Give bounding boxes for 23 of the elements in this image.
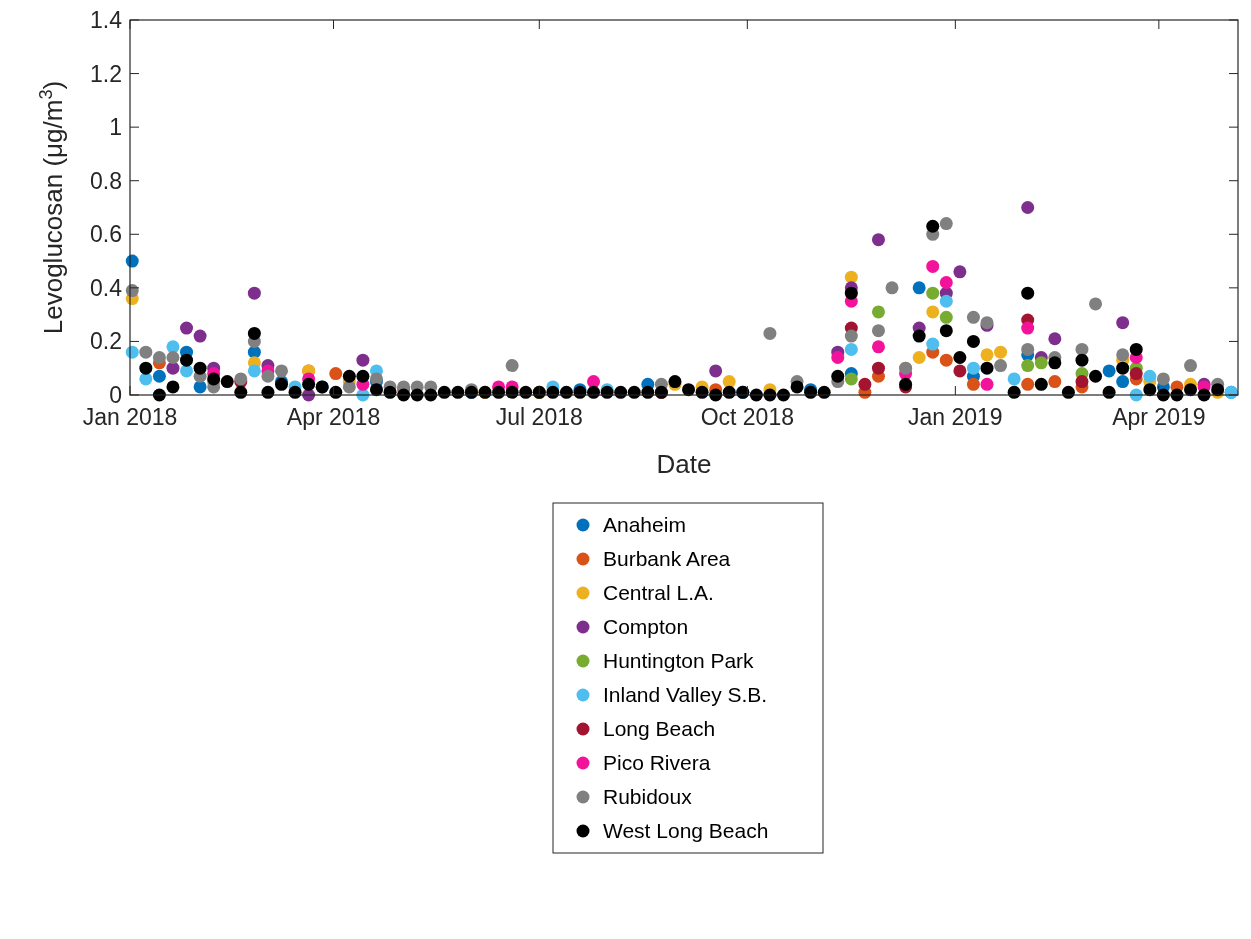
legend-label: Central L.A.: [603, 581, 714, 605]
legend-label: Compton: [603, 615, 689, 639]
x-tick-label: Jul 2018: [495, 404, 583, 430]
y-tick-label: 0.8: [90, 167, 122, 194]
y-tick-label: 0.2: [90, 328, 122, 355]
legend-label: Burbank Area: [603, 547, 731, 571]
y-tick-label: 1: [109, 114, 122, 141]
y-tick-label: 1.2: [90, 60, 122, 87]
y-tick-label: 0.6: [90, 221, 122, 248]
x-tick-label: Oct 2018: [700, 404, 794, 430]
x-axis-title: Date: [656, 449, 712, 479]
x-tick-label: Apr 2018: [286, 404, 381, 430]
y-tick-label: 1.4: [90, 7, 123, 34]
legend-label: Huntington Park: [603, 649, 755, 673]
legend-label: Long Beach: [603, 717, 716, 741]
legend-label: Inland Valley S.B.: [603, 683, 768, 707]
legend-label: Pico Rivera: [603, 751, 711, 775]
legend-label: Anaheim: [603, 513, 686, 537]
y-tick-label: 0.4: [90, 274, 123, 301]
legend-label: West Long Beach: [603, 819, 769, 843]
x-tick-label: Apr 2019: [1112, 404, 1206, 430]
x-tick-label: Jan 2019: [908, 404, 1003, 430]
legend-label: Rubidoux: [603, 785, 693, 809]
